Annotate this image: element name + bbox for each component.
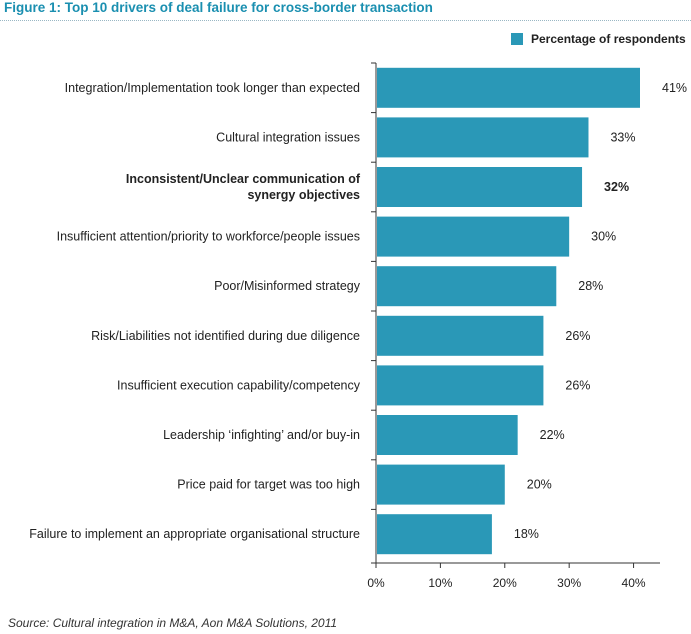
source-note: Source: Cultural integration in M&A, Aon…	[8, 616, 338, 630]
bar	[377, 464, 505, 505]
category-label: Leadership ‘infighting’ and/or buy-in	[163, 428, 360, 442]
x-tick-label: 0%	[367, 576, 385, 590]
category-label: Price paid for target was too high	[177, 478, 360, 492]
title-divider	[0, 20, 691, 21]
x-tick-label: 10%	[428, 576, 452, 590]
bar	[377, 415, 518, 455]
value-label: 33%	[610, 130, 635, 144]
category-label: Insufficient attention/priority to workf…	[57, 230, 360, 244]
value-label: 18%	[514, 527, 539, 541]
bar	[377, 216, 570, 257]
x-tick-label: 20%	[493, 576, 517, 590]
category-label: Failure to implement an appropriate orga…	[29, 527, 360, 541]
legend: Percentage of respondents	[511, 32, 686, 46]
category-label: Integration/Implementation took longer t…	[65, 81, 360, 95]
legend-label: Percentage of respondents	[531, 32, 686, 46]
bar	[377, 514, 492, 555]
chart-title: Figure 1: Top 10 drivers of deal failure…	[4, 0, 433, 15]
x-tick-label: 30%	[557, 576, 581, 590]
bar	[377, 365, 544, 406]
bar	[377, 167, 583, 207]
value-label: 22%	[540, 428, 565, 442]
value-label: 26%	[565, 329, 590, 343]
category-label: Inconsistent/Unclear communication of	[126, 172, 361, 186]
category-label: Poor/Misinformed strategy	[214, 279, 361, 293]
category-label: Cultural integration issues	[216, 130, 360, 144]
value-label: 20%	[527, 478, 552, 492]
value-label: 28%	[578, 279, 603, 293]
value-label: 41%	[662, 81, 687, 95]
value-label: 32%	[604, 180, 629, 194]
bar	[377, 117, 589, 158]
value-label: 30%	[591, 230, 616, 244]
bar	[377, 67, 640, 108]
legend-swatch	[511, 33, 523, 45]
category-label: synergy objectives	[247, 188, 360, 202]
x-tick-label: 40%	[622, 576, 646, 590]
category-label: Insufficient execution capability/compet…	[117, 378, 361, 392]
category-label: Risk/Liabilities not identified during d…	[91, 329, 360, 343]
bar	[377, 315, 544, 356]
bar	[377, 266, 557, 307]
value-label: 26%	[565, 378, 590, 392]
